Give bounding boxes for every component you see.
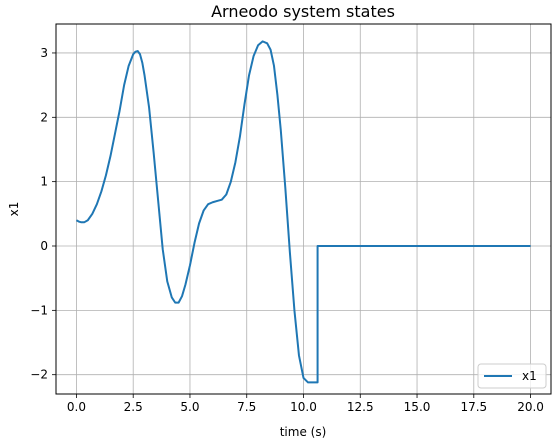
x-tick-label: 20.0 <box>517 400 544 414</box>
y-tick-label: 2 <box>40 110 48 124</box>
y-tick-label: 3 <box>40 46 48 60</box>
legend-label-x1: x1 <box>522 369 537 383</box>
series-line-x1 <box>75 40 531 384</box>
x-tick-label: 7.5 <box>237 400 256 414</box>
chart-title: Arneodo system states <box>211 2 395 21</box>
y-tick-label: −1 <box>30 303 48 317</box>
y-tick-label: 1 <box>40 175 48 189</box>
x-tick-label: 12.5 <box>347 400 374 414</box>
y-tick-label: 0 <box>40 239 48 253</box>
x-tick-label: 2.5 <box>124 400 143 414</box>
x-tick-label: 5.0 <box>180 400 199 414</box>
x-tick-label: 17.5 <box>460 400 487 414</box>
y-tick-label: −2 <box>30 368 48 382</box>
x-axis: 0.0 2.5 5.0 7.5 10.0 12.5 15.0 17.5 20.0 <box>67 394 544 414</box>
series-layer <box>75 40 531 384</box>
y-axis: −2 −1 0 1 2 3 <box>30 46 56 382</box>
y-axis-label: x1 <box>7 202 21 217</box>
grid <box>56 24 551 394</box>
legend: x1 <box>477 363 547 389</box>
x-axis-label: time (s) <box>280 425 327 439</box>
x-tick-label: 0.0 <box>67 400 86 414</box>
x-tick-label: 10.0 <box>290 400 317 414</box>
x-tick-label: 15.0 <box>404 400 431 414</box>
